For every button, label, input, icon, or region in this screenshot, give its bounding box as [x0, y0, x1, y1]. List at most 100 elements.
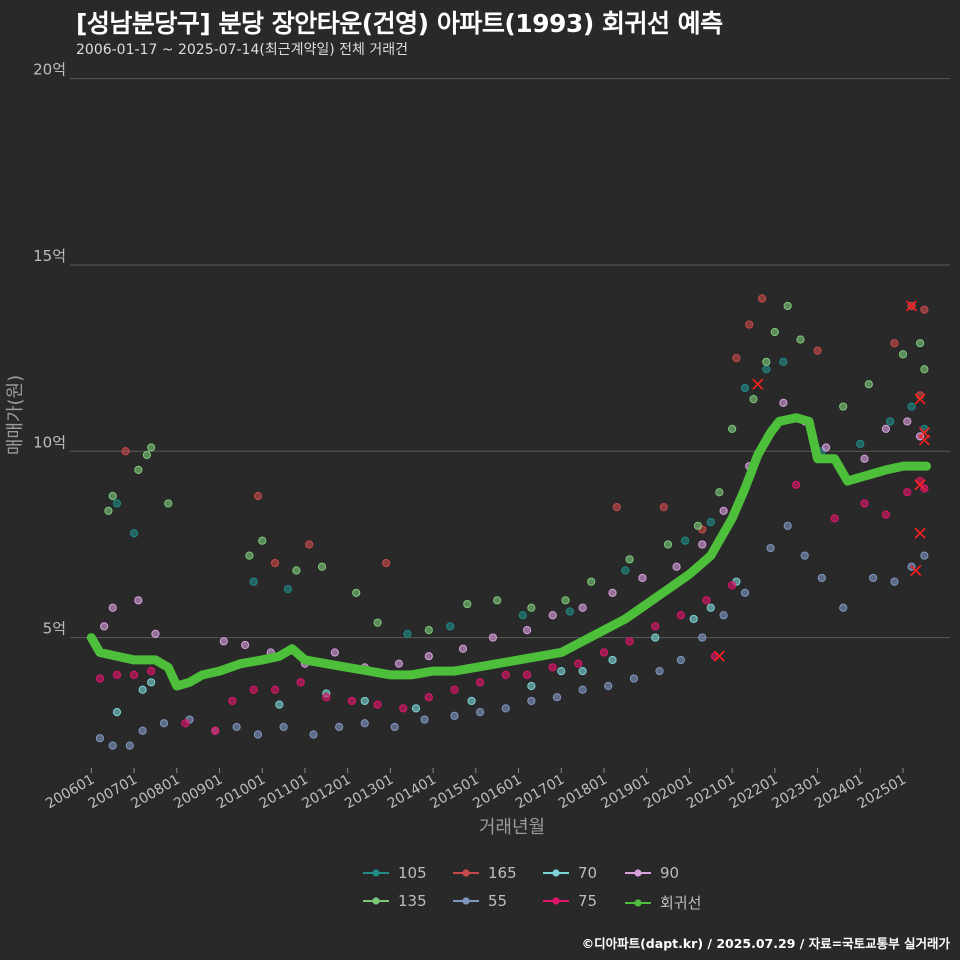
- data-point: [138, 685, 147, 694]
- data-point: [420, 715, 429, 724]
- legend-item: 회귀선: [624, 892, 701, 913]
- data-point: [625, 555, 634, 564]
- data-point: [651, 633, 660, 642]
- data-point: [604, 681, 613, 691]
- data-point: [578, 603, 587, 612]
- data-point: [228, 696, 237, 706]
- data-point: [676, 655, 685, 665]
- data-point: [463, 599, 472, 609]
- data-point: [501, 670, 510, 679]
- data-point: [450, 711, 459, 720]
- data-point: [283, 585, 292, 594]
- legend-key-icon: [625, 898, 651, 907]
- data-point: [121, 447, 130, 456]
- data-point: [813, 346, 822, 355]
- data-point: [779, 398, 788, 407]
- data-point: [501, 704, 510, 713]
- y-axis-ticks: 5억 10억 15억 20억: [33, 61, 66, 638]
- data-point: [907, 402, 916, 411]
- data-point: [629, 674, 638, 683]
- data-point: [625, 637, 634, 646]
- data-point: [898, 350, 908, 359]
- data-point: [557, 667, 566, 676]
- data-point: [728, 581, 737, 590]
- legend-label: 55: [488, 892, 508, 910]
- data-point: [706, 603, 715, 612]
- data-point: [663, 540, 673, 549]
- data-point: [390, 722, 399, 732]
- highlight-marks: [713, 300, 930, 662]
- data-point: [800, 551, 809, 560]
- data-point: [522, 670, 532, 679]
- legend-item: 165: [452, 864, 517, 882]
- legend-key-icon: [453, 869, 479, 877]
- data-point: [373, 618, 382, 627]
- data-point: [856, 439, 865, 448]
- data-point: [915, 339, 925, 348]
- data-point: [129, 529, 139, 538]
- data-point: [578, 685, 587, 694]
- data-point: [881, 510, 891, 519]
- y-tick-label: 20억: [33, 61, 66, 79]
- data-point: [698, 633, 707, 642]
- data-point: [599, 648, 609, 657]
- data-point: [147, 443, 156, 452]
- data-point: [608, 588, 617, 597]
- data-point: [352, 588, 361, 597]
- data-point: [548, 611, 557, 620]
- data-point: [719, 506, 728, 515]
- data-point: [403, 629, 412, 638]
- y-tick-label: 10억: [33, 433, 66, 451]
- data-point: [779, 357, 788, 366]
- chart-title: [성남분당구] 분당 장안타운(건영) 아파트(1993) 회귀선 예측: [76, 9, 723, 38]
- data-point: [95, 734, 105, 743]
- y-axis-label: 매매가(원): [5, 375, 26, 455]
- data-point: [817, 573, 826, 583]
- data-point: [253, 730, 263, 739]
- data-point: [253, 491, 263, 501]
- data-point: [475, 708, 485, 717]
- data-point: [608, 655, 617, 665]
- data-point: [574, 659, 583, 668]
- data-point: [95, 674, 105, 683]
- data-point: [659, 503, 668, 512]
- data-point: [578, 667, 587, 676]
- data-point: [689, 614, 698, 624]
- data-point: [681, 536, 690, 545]
- data-point: [565, 607, 574, 616]
- data-point: [292, 566, 301, 575]
- legend-label: 75: [578, 892, 598, 910]
- data-point: [621, 566, 630, 575]
- y-tick-label: 15억: [33, 247, 66, 265]
- data-point: [142, 450, 151, 460]
- data-point: [728, 424, 737, 434]
- data-point: [458, 644, 468, 653]
- data-point: [903, 417, 912, 426]
- data-point: [522, 626, 532, 635]
- data-point: [309, 730, 318, 739]
- legend-label: 회귀선: [660, 894, 702, 912]
- data-point: [702, 596, 711, 605]
- x-tick-label: 202501: [855, 772, 909, 813]
- data-point: [920, 305, 929, 314]
- legend-label: 135: [398, 892, 427, 910]
- data-point: [920, 365, 929, 374]
- data-point: [450, 685, 459, 694]
- legend-label: 105: [398, 864, 427, 882]
- data-point: [335, 722, 344, 732]
- data-point: [134, 465, 143, 474]
- data-point: [766, 544, 775, 553]
- data-point: [890, 339, 899, 348]
- data-point: [548, 663, 557, 672]
- data-point: [159, 719, 169, 728]
- data-point: [394, 659, 404, 668]
- highlight-x-mark: [914, 527, 926, 539]
- data-point: [860, 454, 869, 463]
- data-point: [740, 383, 750, 393]
- data-point: [322, 693, 331, 702]
- data-point: [518, 611, 527, 620]
- data-point: [108, 603, 117, 612]
- data-point: [915, 391, 925, 400]
- data-point: [890, 577, 899, 586]
- data-point: [275, 700, 284, 709]
